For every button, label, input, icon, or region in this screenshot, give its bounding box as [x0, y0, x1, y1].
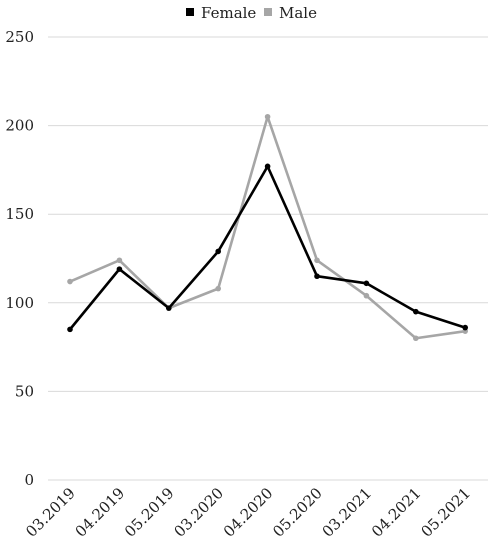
data-point-female [314, 273, 320, 280]
data-point-female [264, 163, 271, 170]
data-point-female [166, 305, 172, 311]
x-axis-ticks: 03.201904.201905.201903.202004.202005.20… [22, 484, 474, 541]
legend-swatch-female [186, 8, 194, 16]
x-tick-label: 03.2021 [319, 484, 376, 541]
x-tick-label: 05.2019 [121, 484, 178, 541]
series-line-female [68, 165, 466, 331]
x-tick-label: 03.2020 [170, 484, 227, 541]
data-point-female [413, 308, 419, 315]
data-point-female [462, 324, 469, 331]
x-tick-label: 04.2021 [368, 484, 425, 541]
x-tick-label: 03.2019 [22, 484, 79, 541]
data-point-female [67, 326, 73, 333]
legend-label-male: Male [279, 4, 317, 22]
grid-lines [48, 36, 488, 481]
series-group [67, 113, 469, 342]
data-point-female [215, 248, 221, 255]
data-point-male [363, 292, 370, 299]
data-point-male [413, 335, 419, 342]
data-point-male [215, 285, 221, 292]
data-point-male [264, 113, 271, 120]
data-point-male [314, 257, 320, 264]
x-tick-label: 04.2020 [220, 484, 277, 541]
x-tick-label: 05.2020 [269, 484, 326, 541]
data-point-male [67, 278, 73, 285]
legend-label-female: Female [201, 4, 256, 22]
y-tick-label: 150 [5, 205, 34, 223]
x-tick-label: 04.2019 [72, 484, 129, 541]
data-point-female [116, 266, 123, 272]
data-point-female [363, 280, 370, 287]
y-tick-label: 250 [5, 28, 34, 46]
y-tick-label: 0 [24, 471, 34, 489]
y-axis-ticks: 0 50 100 150 200 250 [5, 28, 34, 489]
legend: Female Male [186, 4, 317, 22]
legend-swatch-male [264, 8, 272, 16]
data-point-male [116, 257, 123, 264]
y-tick-label: 50 [15, 382, 34, 400]
y-tick-label: 100 [5, 294, 34, 312]
y-tick-label: 200 [5, 117, 34, 135]
x-tick-label: 05.2021 [417, 484, 474, 541]
